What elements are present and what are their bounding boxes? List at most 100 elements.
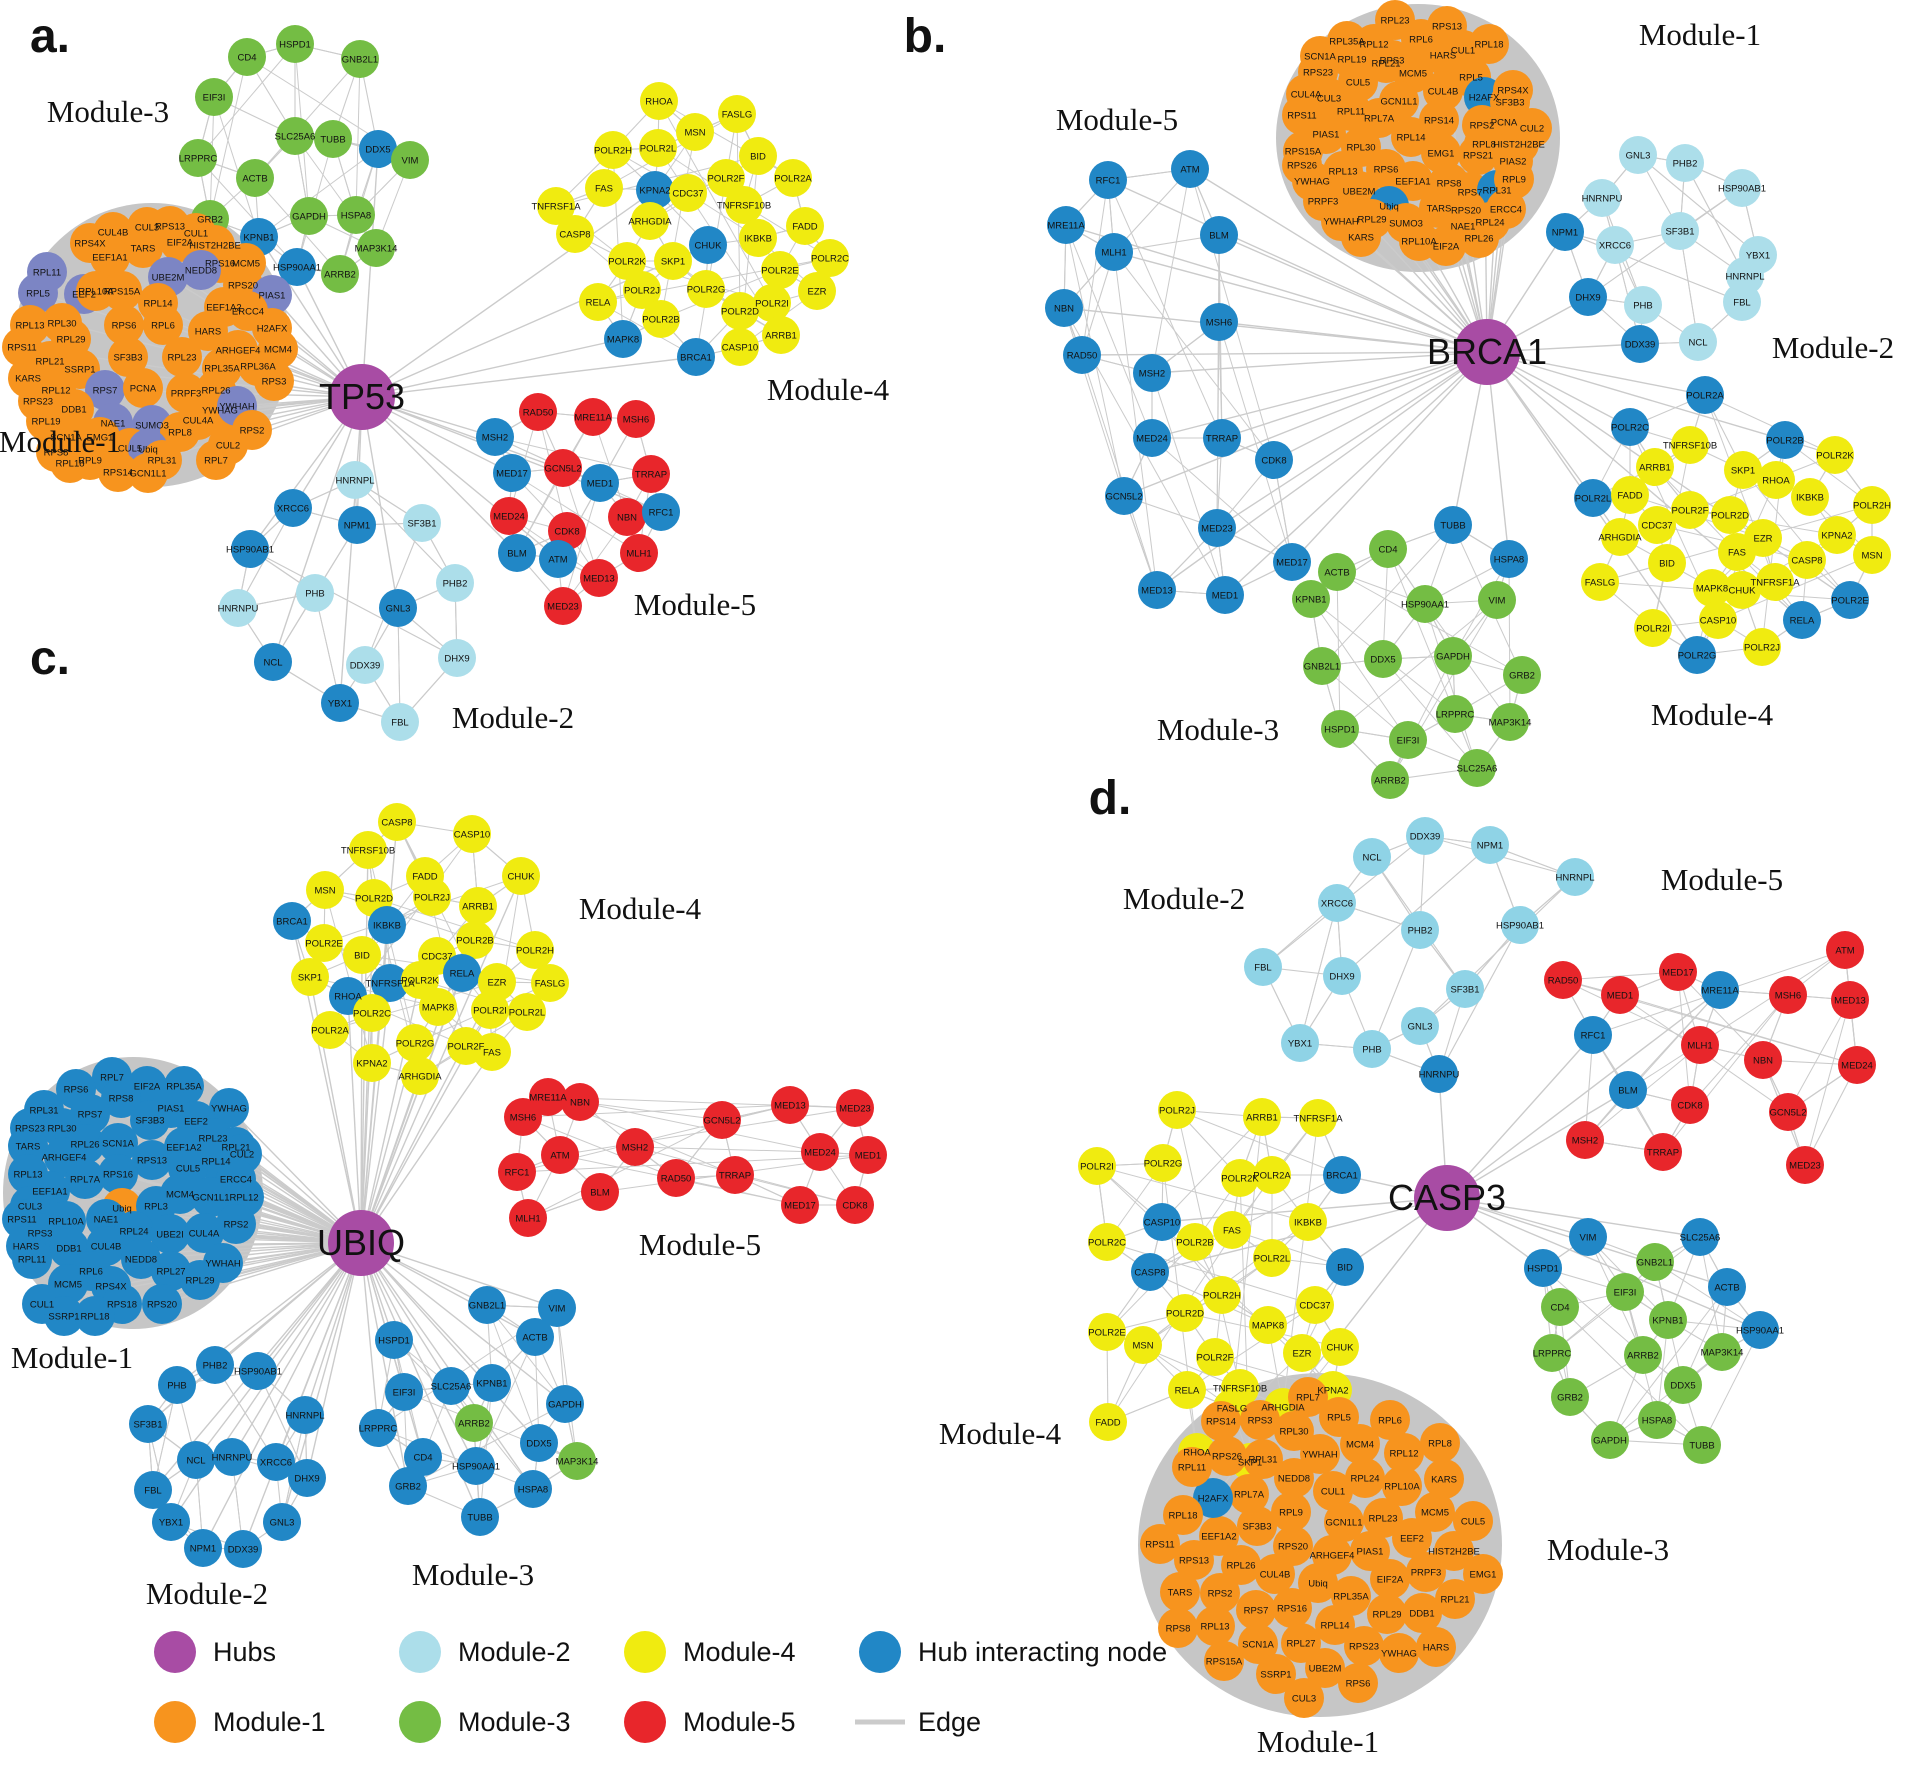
node-label-RAD50: RAD50	[1548, 976, 1579, 987]
node-MED1	[1601, 976, 1639, 1014]
node-label-IKBKB: IKBKB	[1796, 493, 1824, 504]
node-CASP10	[1143, 1203, 1181, 1241]
edge	[197, 43, 296, 159]
node-label-RPL5: RPL5	[26, 289, 50, 300]
node-label-POLR2H: POLR2H	[594, 146, 632, 157]
node-SSRP1	[1256, 1654, 1296, 1694]
node-POLR2L	[1574, 479, 1612, 517]
node-label-ARRB2: ARRB2	[1374, 776, 1406, 787]
hub-edge	[360, 875, 522, 1244]
hub-edge	[1486, 351, 1706, 396]
edge	[1310, 598, 1409, 741]
node-MAPK8	[604, 320, 642, 358]
node-EMG1	[1421, 133, 1461, 173]
node-NCL	[1353, 838, 1391, 876]
node-label-CDK8: CDK8	[842, 1201, 867, 1212]
node-label-RAD50: RAD50	[661, 1174, 692, 1185]
hub-edge	[1273, 351, 1488, 461]
node-label-TNFRSF10B: TNFRSF10B	[1213, 1384, 1267, 1395]
node-MED13	[1138, 571, 1176, 609]
node-MSN	[1124, 1326, 1162, 1364]
node-NCL	[254, 643, 292, 681]
labels-layer: CD4 HSPD1 GNB2L1 EIF3I SLC25A6 TUBB DDX5 VIM LRP…	[0, 10, 1894, 1759]
node-BID	[343, 936, 381, 974]
node-label-XRCC6: XRCC6	[260, 1458, 292, 1469]
node-MED24	[801, 1133, 839, 1171]
node-label-RPL23: RPL23	[198, 1134, 227, 1145]
hub-label-TP53: TP53	[319, 376, 405, 417]
node-RPL8	[1420, 1423, 1460, 1463]
node-label-CD4: CD4	[1550, 1303, 1569, 1314]
edge	[1216, 234, 1220, 529]
node-ARRB2	[1624, 1336, 1662, 1374]
node-label-GRB2: GRB2	[1509, 671, 1535, 682]
node-CD4	[1369, 530, 1407, 568]
node-label-HIST2H2BE: HIST2H2BE	[1493, 140, 1545, 151]
node-label-FBL: FBL	[144, 1486, 161, 1497]
hub-edge	[360, 981, 498, 1244]
node-SCN1A	[1238, 1624, 1278, 1664]
node-NBN	[608, 498, 646, 536]
node-label-CDC37: CDC37	[1299, 1301, 1330, 1312]
node-label-SF3B3: SF3B3	[113, 353, 142, 364]
node-MSH2	[1133, 354, 1171, 392]
node-KPNB1	[1649, 1301, 1687, 1339]
edge	[1542, 1267, 1644, 1356]
node-HARS	[188, 311, 228, 351]
node-RPS8	[101, 1078, 141, 1118]
node-label-RPL7A: RPL7A	[1364, 114, 1395, 125]
node-label-RFC1: RFC1	[1581, 1031, 1606, 1042]
node-label-SCN1A: SCN1A	[50, 433, 82, 444]
node-label-POLR2B: POLR2B	[1766, 436, 1804, 447]
node-DDX39	[346, 646, 384, 684]
node-PIAS1	[1350, 1531, 1390, 1571]
node-MSN	[676, 113, 714, 151]
node-KARS	[1341, 217, 1381, 257]
node-label-POLR2D: POLR2D	[1166, 1309, 1204, 1320]
node-CD4	[1541, 1288, 1579, 1326]
node-MRE11A	[1047, 206, 1085, 244]
node-RPL31	[1243, 1439, 1283, 1479]
node-RAD50	[1544, 961, 1582, 999]
node-label-KPNA2: KPNA2	[356, 1059, 387, 1070]
node-label-RPL36A: RPL36A	[240, 362, 276, 373]
node-label-EEF1A2: EEF1A2	[206, 303, 241, 314]
node-GNB2L1	[1636, 1243, 1674, 1281]
node-MAPK8	[1693, 569, 1731, 607]
edge	[1424, 603, 1478, 769]
node-label-RPL23: RPL23	[1380, 16, 1409, 27]
node-label-RPS4X: RPS4X	[1497, 86, 1529, 97]
node-label-HNRNPL: HNRNPL	[285, 1411, 324, 1422]
node-label-RPL9: RPL9	[1502, 175, 1526, 186]
node-label-RPL35A: RPL35A	[1329, 37, 1365, 48]
node-POLR2K	[1221, 1159, 1259, 1197]
node-label-RPS20: RPS20	[1451, 206, 1481, 217]
edge	[1742, 469, 1851, 601]
node-label-Ubiq: Ubiq	[1379, 202, 1399, 213]
node-POLR2E	[1088, 1313, 1126, 1351]
node-label-H2AFX: H2AFX	[1198, 1494, 1229, 1505]
node-POLR2D	[1166, 1294, 1204, 1332]
node-DHX9	[288, 1459, 326, 1497]
node-KPNA2	[1818, 516, 1856, 554]
edge	[511, 472, 640, 554]
node-label-SF3B1: SF3B1	[407, 519, 436, 530]
node-label-SCN1A: SCN1A	[102, 1139, 134, 1150]
legend-swatch-module-3	[399, 1701, 441, 1743]
node-label-RPS26: RPS26	[1287, 161, 1317, 172]
node-RPL9	[1271, 1492, 1311, 1532]
hub-edge	[360, 1051, 493, 1244]
node-label-RPS8: RPS8	[109, 1094, 134, 1105]
node-GNL3	[263, 1503, 301, 1541]
node-HSP90AA1	[1406, 585, 1444, 623]
node-ATM	[541, 1136, 579, 1174]
node-label-Ubiq: Ubiq	[1308, 1579, 1328, 1590]
node-NEDD8	[121, 1239, 161, 1279]
node-label-MSH6: MSH6	[623, 415, 649, 426]
node-label-HSPD1: HSPD1	[378, 1336, 410, 1347]
node-label-RPL14: RPL14	[201, 1157, 230, 1168]
node-NCL	[177, 1441, 215, 1479]
node-POLR2D	[721, 292, 759, 330]
node-GAPDH	[546, 1385, 584, 1423]
